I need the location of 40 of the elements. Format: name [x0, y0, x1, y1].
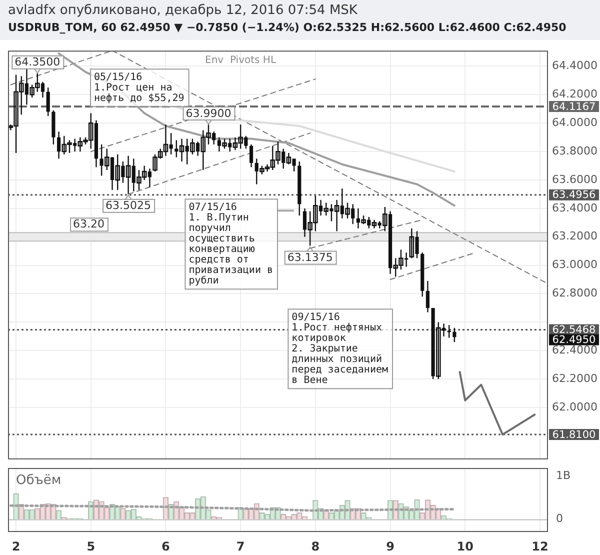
y-tick-label: 63.6000: [552, 172, 598, 186]
y-tick-label: 64.4000: [552, 59, 598, 72]
ref-line-label: 61.8100: [552, 428, 596, 441]
y-tick-label: 62.0000: [552, 400, 598, 414]
band-label: 63.20: [73, 217, 104, 230]
y-tick-label: 63.4000: [552, 201, 598, 214]
annotation: Env: [205, 55, 224, 66]
x-tick-label: 5: [86, 539, 96, 554]
ref-line-label: 64.1167: [552, 100, 596, 113]
annotation: 07/15/16 1. В.Путин поручил осуществить конвертацию средств от приватизации в рубли: [188, 202, 274, 287]
annotation: 64.3500: [14, 56, 60, 69]
ref-line-label: 62.5468: [552, 324, 596, 336]
text: 62.4950: [552, 334, 596, 346]
annotation: Pivots HL: [230, 55, 276, 66]
y-tick-label: 62.8000: [552, 286, 598, 300]
annotation: 05/15/16 1.Рост цен на нефть до $55,29: [94, 72, 184, 104]
y-tick-label: 64.0000: [552, 116, 598, 129]
x-tick-label: 10: [456, 539, 474, 554]
y-tick-label: 63.2000: [552, 230, 598, 243]
ref-line-label: 63.4956: [552, 189, 596, 202]
x-tick-label: 2: [12, 539, 20, 554]
x-tick-label: 6: [162, 539, 170, 554]
x-tick-label: 12: [532, 539, 548, 554]
text: 0: [556, 512, 563, 526]
annotation: 63.9900: [186, 106, 232, 120]
y-tick-label: 62.2000: [552, 372, 598, 385]
x-tick-label: 8: [311, 539, 320, 554]
y-tick-label: 63.0000: [552, 258, 598, 272]
chart-subtitle: USDRUB_TOM, 60 62.4950 ▼ −0.7850 (−1.24%) O:62.5325 H:62.5600 L:62.4600 C:62.4950: [8, 21, 566, 34]
annotation: 09/15/16 1.Рост нефтяных котировок 2. Закрытие длинных позиций перед заседанием в Вене: [292, 312, 388, 386]
chart-title: Объём: [16, 472, 62, 488]
annotation: 63.1375: [287, 251, 333, 264]
y-tick-label: 64.2000: [552, 88, 598, 101]
y-tick-label: 62.4000: [552, 343, 598, 356]
y-tick-label: 63.8000: [552, 144, 598, 158]
chart-title: avladfx опубликовано, декабрь 12, 2016 07:54 MSK: [8, 3, 358, 18]
x-tick-label: 7: [236, 539, 245, 554]
annotation: 63.5025: [106, 199, 152, 212]
x-tick-label: 9: [386, 539, 394, 554]
text: 1B: [556, 468, 571, 482]
